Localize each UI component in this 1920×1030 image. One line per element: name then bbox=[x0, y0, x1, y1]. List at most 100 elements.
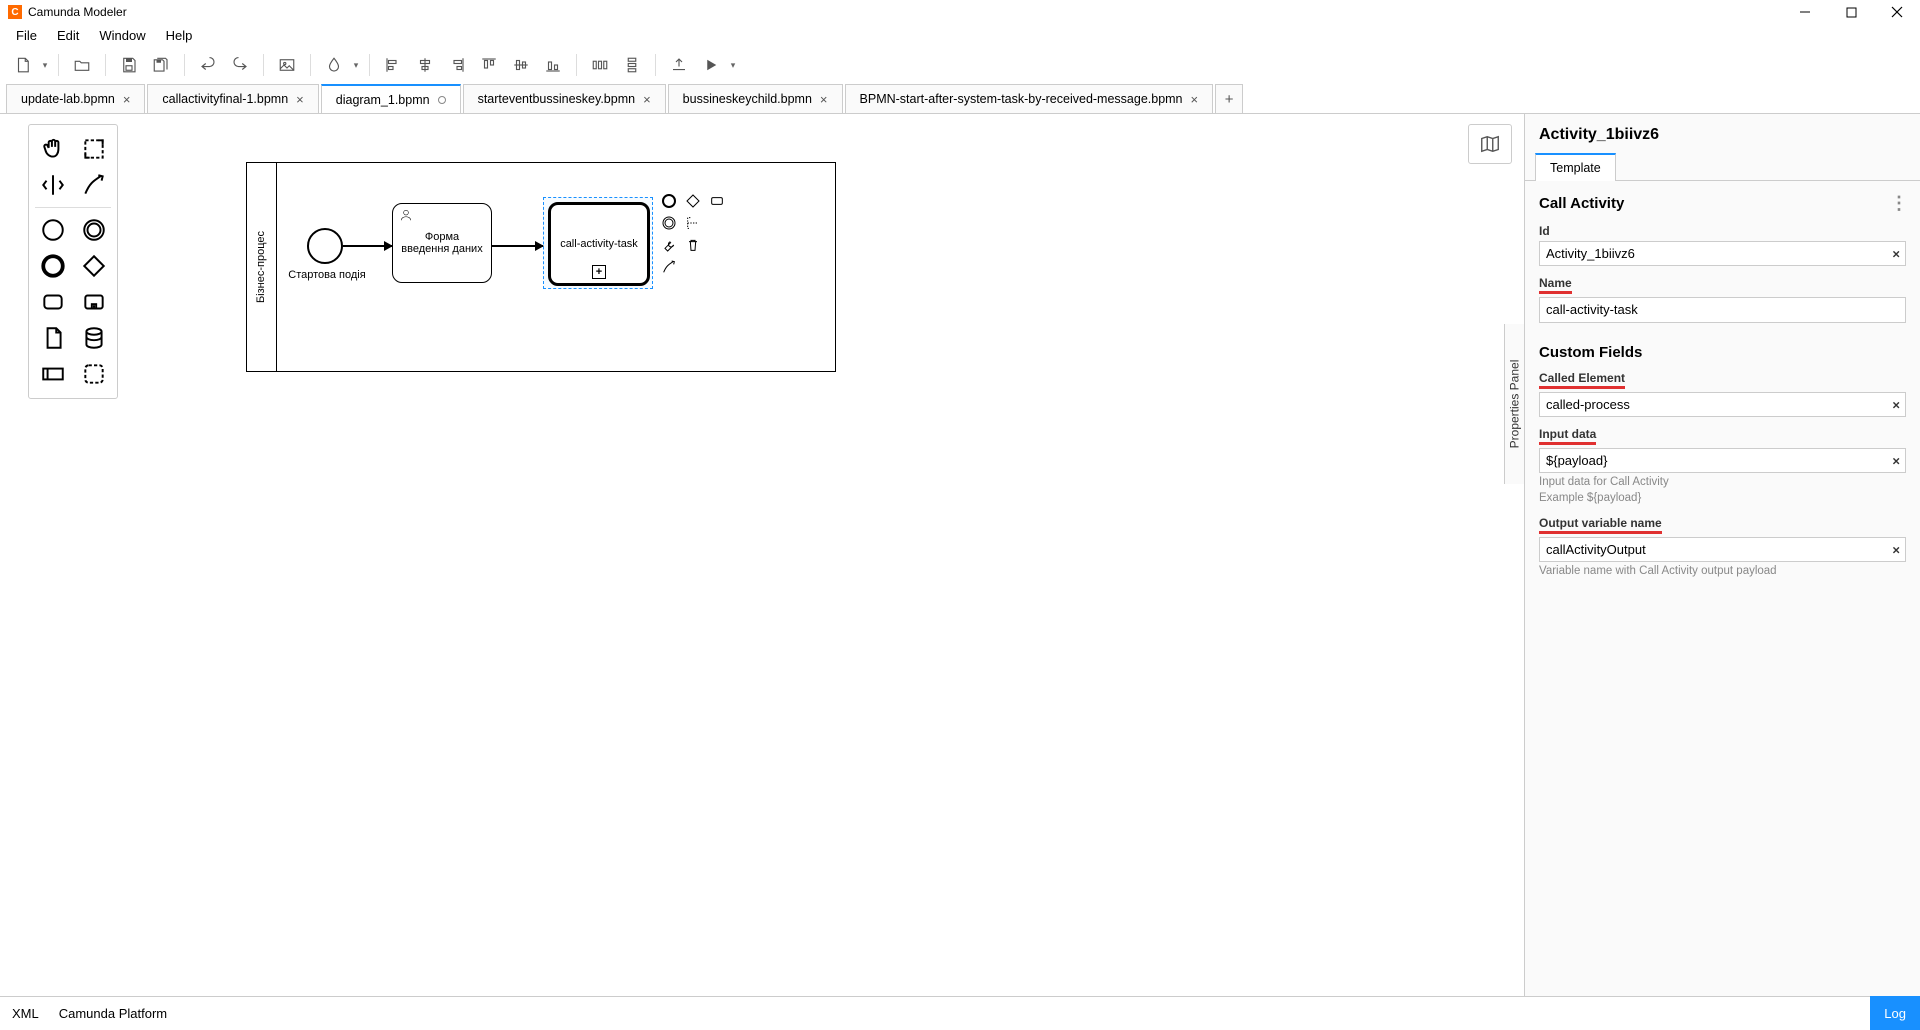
menu-help[interactable]: Help bbox=[156, 26, 203, 45]
tab-bpmn-start[interactable]: BPMN-start-after-system-task-by-received… bbox=[845, 84, 1214, 113]
align-center-h-button[interactable] bbox=[410, 50, 440, 80]
tab-template[interactable]: Template bbox=[1535, 153, 1616, 181]
lasso-tool[interactable] bbox=[76, 131, 111, 167]
color-caret[interactable]: ▾ bbox=[351, 60, 361, 71]
ctx-task[interactable] bbox=[708, 192, 726, 210]
app-icon: C bbox=[8, 5, 22, 19]
close-icon[interactable]: × bbox=[296, 92, 304, 107]
align-top-button[interactable] bbox=[474, 50, 504, 80]
tab-label: starteventbussineskey.bpmn bbox=[478, 92, 636, 106]
ctx-intermediate[interactable] bbox=[660, 214, 678, 232]
subprocess-tool[interactable] bbox=[76, 284, 111, 320]
save-all-button[interactable] bbox=[146, 50, 176, 80]
sequence-flow[interactable] bbox=[343, 245, 392, 247]
sequence-flow[interactable] bbox=[492, 245, 543, 247]
close-icon[interactable]: × bbox=[123, 92, 131, 107]
redo-button[interactable] bbox=[225, 50, 255, 80]
color-button[interactable] bbox=[319, 50, 349, 80]
menu-edit[interactable]: Edit bbox=[47, 26, 89, 45]
palette bbox=[28, 124, 118, 399]
minimap-toggle[interactable] bbox=[1468, 124, 1512, 164]
log-button[interactable]: Log bbox=[1870, 996, 1920, 1030]
tab-diagram1[interactable]: diagram_1.bpmn bbox=[321, 84, 461, 113]
align-left-button[interactable] bbox=[378, 50, 408, 80]
title-bar: C Camunda Modeler bbox=[0, 0, 1920, 24]
data-object-tool[interactable] bbox=[35, 320, 70, 356]
data-store-tool[interactable] bbox=[76, 320, 111, 356]
align-center-v-button[interactable] bbox=[506, 50, 536, 80]
canvas[interactable]: Бізнес-процес Стартова подія Форма введе… bbox=[0, 114, 1524, 996]
menu-bar: File Edit Window Help bbox=[0, 24, 1920, 46]
name-input[interactable] bbox=[1539, 297, 1906, 323]
user-task[interactable]: Форма введення даних bbox=[392, 203, 492, 283]
menu-window[interactable]: Window bbox=[89, 26, 155, 45]
bpmn-pool[interactable]: Бізнес-процес Стартова подія Форма введе… bbox=[246, 162, 836, 372]
undo-button[interactable] bbox=[193, 50, 223, 80]
call-activity-task[interactable]: call-activity-task + bbox=[548, 202, 650, 286]
start-event[interactable] bbox=[307, 228, 343, 264]
clear-icon[interactable]: × bbox=[1892, 397, 1900, 412]
ctx-connect[interactable] bbox=[660, 258, 678, 276]
save-button[interactable] bbox=[114, 50, 144, 80]
open-button[interactable] bbox=[67, 50, 97, 80]
start-event-tool[interactable] bbox=[35, 212, 70, 248]
close-icon[interactable]: × bbox=[1191, 92, 1199, 107]
run-caret[interactable]: ▾ bbox=[728, 60, 738, 71]
input-data-input[interactable] bbox=[1539, 448, 1906, 473]
id-input[interactable] bbox=[1539, 241, 1906, 266]
gateway-tool[interactable] bbox=[76, 248, 111, 284]
connect-tool[interactable] bbox=[76, 167, 111, 203]
tab-callactivityfinal[interactable]: callactivityfinal-1.bpmn × bbox=[147, 84, 318, 113]
clear-icon[interactable]: × bbox=[1892, 453, 1900, 468]
properties-panel-toggle[interactable]: Properties Panel bbox=[1504, 324, 1524, 484]
clear-icon[interactable]: × bbox=[1892, 542, 1900, 557]
pool-tool[interactable] bbox=[35, 356, 70, 392]
toolbar: ▾ ▾ ▾ bbox=[0, 46, 1920, 84]
minimize-button[interactable] bbox=[1782, 0, 1828, 24]
start-event-label: Стартова подія bbox=[287, 269, 367, 281]
deploy-button[interactable] bbox=[664, 50, 694, 80]
ctx-annang[interactable] bbox=[684, 214, 702, 232]
new-file-caret[interactable]: ▾ bbox=[40, 60, 50, 71]
align-bottom-button[interactable] bbox=[538, 50, 568, 80]
properties-panel: Activity_1biivz6 Template Call Activity … bbox=[1524, 114, 1920, 996]
group-tool[interactable] bbox=[76, 356, 111, 392]
tab-bussineskeychild[interactable]: bussineskeychild.bpmn× bbox=[668, 84, 843, 113]
window-controls bbox=[1782, 0, 1920, 24]
tab-update-lab[interactable]: update-lab.bpmn× bbox=[6, 84, 145, 113]
menu-file[interactable]: File bbox=[6, 26, 47, 45]
end-event-tool[interactable] bbox=[35, 248, 70, 284]
clear-icon[interactable]: × bbox=[1892, 246, 1900, 261]
task-label: введення даних bbox=[401, 243, 482, 255]
image-button[interactable] bbox=[272, 50, 302, 80]
called-element-input[interactable] bbox=[1539, 392, 1906, 417]
space-tool[interactable] bbox=[35, 167, 70, 203]
hand-tool[interactable] bbox=[35, 131, 70, 167]
close-button[interactable] bbox=[1874, 0, 1920, 24]
distribute-v-button[interactable] bbox=[617, 50, 647, 80]
ctx-wrench[interactable] bbox=[660, 236, 678, 254]
ctx-end-event[interactable] bbox=[660, 192, 678, 210]
selected-element-title: Activity_1biivz6 bbox=[1539, 126, 1906, 144]
tab-starteventbussineskey[interactable]: starteventbussineskey.bpmn × bbox=[463, 84, 666, 113]
new-file-button[interactable] bbox=[8, 50, 38, 80]
ctx-delete[interactable] bbox=[684, 236, 702, 254]
ctx-gateway[interactable] bbox=[684, 192, 702, 210]
close-icon[interactable]: × bbox=[643, 92, 651, 107]
run-button[interactable] bbox=[696, 50, 726, 80]
align-right-button[interactable] bbox=[442, 50, 472, 80]
maximize-button[interactable] bbox=[1828, 0, 1874, 24]
intermediate-event-tool[interactable] bbox=[76, 212, 111, 248]
selection-outline: call-activity-task + bbox=[543, 197, 653, 289]
tab-label: callactivityfinal-1.bpmn bbox=[162, 92, 288, 106]
status-bar: XML Camunda Platform bbox=[0, 996, 1920, 1030]
section-menu-icon[interactable]: ⋮ bbox=[1890, 193, 1906, 214]
task-label: Форма bbox=[425, 231, 459, 243]
output-var-input[interactable] bbox=[1539, 537, 1906, 562]
view-xml-button[interactable]: XML bbox=[12, 1006, 39, 1021]
close-icon[interactable]: × bbox=[820, 92, 828, 107]
task-tool[interactable] bbox=[35, 284, 70, 320]
platform-label[interactable]: Camunda Platform bbox=[59, 1006, 167, 1021]
distribute-h-button[interactable] bbox=[585, 50, 615, 80]
new-tab-button[interactable]: + bbox=[1215, 84, 1243, 113]
